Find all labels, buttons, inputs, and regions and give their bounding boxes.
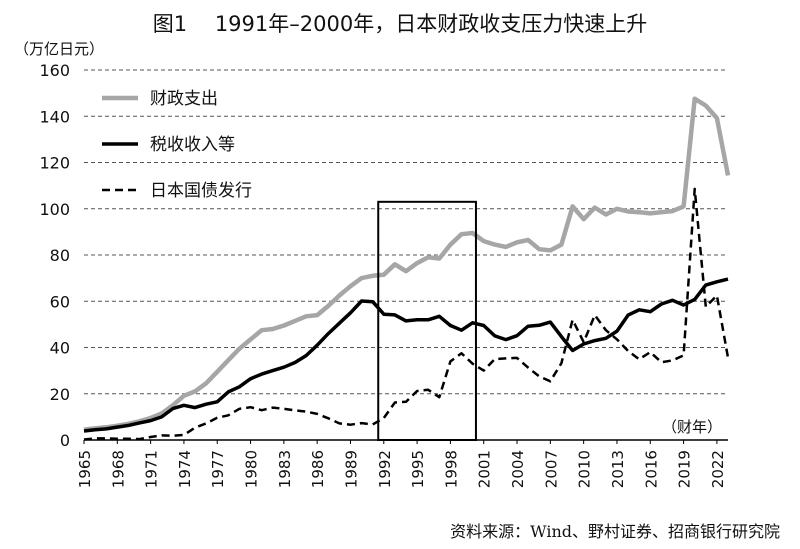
x-tick-label: 1983 [276, 450, 294, 488]
x-tick-label: 2022 [709, 450, 727, 488]
x-tick-label: 1995 [409, 450, 427, 488]
x-tick-label: 1998 [442, 450, 460, 488]
highlight-box [377, 200, 477, 441]
y-axis-unit: （万亿日元） [14, 40, 105, 58]
y-tick-label: 160 [39, 61, 70, 80]
x-axis-unit: （财年） [662, 418, 723, 436]
legend-label-1: 财政支出 [150, 89, 218, 109]
legend-label-2: 税收收入等 [150, 135, 235, 155]
series-line-1 [83, 96, 731, 432]
y-tick-label: 0 [60, 431, 70, 450]
x-tick-label: 1989 [342, 450, 360, 488]
series-line-2 [83, 277, 729, 433]
y-tick-label: 20 [50, 385, 70, 404]
x-tick-label: 1965 [76, 450, 94, 488]
x-tick-label: 2019 [676, 450, 694, 488]
y-tick-label: 40 [50, 339, 70, 358]
series-line-3 [83, 187, 730, 441]
x-tick-label: 2010 [576, 450, 594, 488]
y-tick-label: 120 [39, 154, 70, 173]
x-tick-label: 1974 [176, 450, 194, 488]
x-tick-label: 2013 [609, 450, 627, 488]
x-tick-label: 1977 [209, 450, 227, 488]
y-tick-label: 80 [50, 246, 70, 265]
x-tick-label: 2016 [642, 450, 660, 488]
y-tick-label: 100 [39, 200, 70, 219]
x-tick-label: 2001 [476, 450, 494, 488]
x-tick-label: 1971 [143, 450, 161, 488]
x-tick-label: 2007 [542, 450, 560, 488]
y-tick-label: 140 [39, 107, 70, 126]
y-tick-label: 60 [50, 292, 70, 311]
chart-title: 图1 1991年–2000年，日本财政收支压力快速上升 [152, 12, 648, 36]
legend-label-3: 日本国债发行 [150, 181, 252, 201]
x-tick-label: 1986 [309, 450, 327, 488]
source-note: 资料来源：Wind、野村证券、招商银行研究院 [450, 522, 780, 541]
x-tick-label: 1980 [243, 450, 261, 488]
x-tick-label: 1968 [109, 450, 127, 488]
x-tick-label: 2004 [509, 450, 527, 488]
x-tick-label: 1992 [376, 450, 394, 488]
